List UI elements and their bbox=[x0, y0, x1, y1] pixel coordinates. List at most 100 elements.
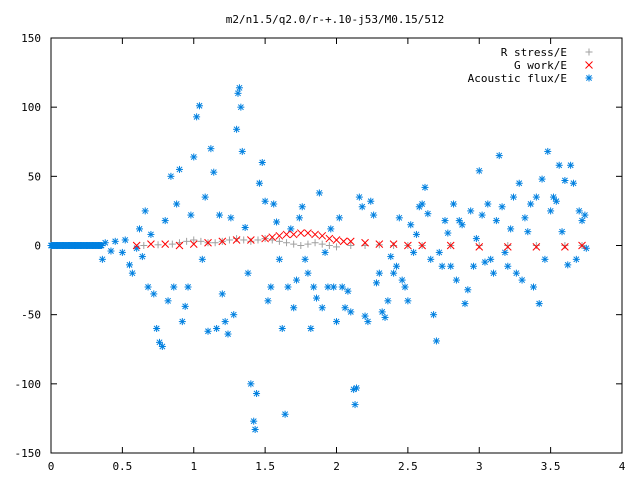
data-point-acoustic-flux-e bbox=[375, 269, 383, 277]
legend-marker bbox=[585, 48, 593, 56]
x-tick-label: 2.5 bbox=[398, 460, 418, 473]
data-point-acoustic-flux-e bbox=[193, 113, 201, 121]
data-point-acoustic-flux-e bbox=[518, 276, 526, 284]
data-point-acoustic-flux-e bbox=[478, 211, 486, 219]
data-point-acoustic-flux-e bbox=[101, 239, 109, 247]
data-point-g-work-e bbox=[318, 231, 327, 240]
data-point-acoustic-flux-e bbox=[170, 283, 178, 291]
data-point-acoustic-flux-e bbox=[230, 311, 238, 319]
x-tick-label: 0 bbox=[48, 460, 55, 473]
data-point-acoustic-flux-e bbox=[575, 207, 583, 215]
data-point-acoustic-flux-e bbox=[444, 229, 452, 237]
data-point-acoustic-flux-e bbox=[578, 217, 586, 225]
data-point-acoustic-flux-e bbox=[524, 228, 532, 236]
data-point-acoustic-flux-e bbox=[98, 255, 106, 263]
data-point-acoustic-flux-e bbox=[467, 207, 475, 215]
data-point-acoustic-flux-e bbox=[255, 179, 263, 187]
data-point-acoustic-flux-e bbox=[515, 179, 523, 187]
data-point-acoustic-flux-e bbox=[284, 283, 292, 291]
data-point-acoustic-flux-e bbox=[427, 255, 435, 263]
data-point-acoustic-flux-e bbox=[347, 308, 355, 316]
data-point-acoustic-flux-e bbox=[147, 230, 155, 238]
data-point-g-work-e bbox=[289, 230, 298, 239]
data-point-acoustic-flux-e bbox=[498, 203, 506, 211]
data-point-acoustic-flux-e bbox=[547, 207, 555, 215]
data-point-acoustic-flux-e bbox=[144, 283, 152, 291]
data-point-acoustic-flux-e bbox=[355, 193, 363, 201]
data-point-r-stress-e bbox=[154, 241, 162, 249]
data-point-acoustic-flux-e bbox=[141, 207, 149, 215]
data-point-g-work-e bbox=[325, 234, 334, 243]
data-point-acoustic-flux-e bbox=[128, 269, 136, 277]
data-point-acoustic-flux-e bbox=[153, 325, 161, 332]
data-point-acoustic-flux-e bbox=[313, 294, 321, 302]
data-point-acoustic-flux-e bbox=[164, 297, 172, 305]
data-point-acoustic-flux-e bbox=[370, 211, 378, 219]
data-point-acoustic-flux-e bbox=[450, 200, 458, 208]
data-point-acoustic-flux-e bbox=[213, 325, 221, 332]
data-point-acoustic-flux-e bbox=[567, 161, 575, 169]
data-point-acoustic-flux-e bbox=[581, 211, 589, 219]
data-point-acoustic-flux-e bbox=[298, 203, 306, 211]
data-point-acoustic-flux-e bbox=[315, 189, 323, 197]
data-point-acoustic-flux-e bbox=[341, 304, 349, 312]
data-point-acoustic-flux-e bbox=[98, 242, 106, 249]
data-point-r-stress-e bbox=[240, 236, 248, 244]
data-point-g-work-e bbox=[275, 231, 284, 240]
data-point-g-work-e bbox=[204, 238, 212, 247]
data-point-r-stress-e bbox=[197, 237, 205, 245]
data-point-g-work-e bbox=[132, 241, 141, 250]
data-point-r-stress-e bbox=[561, 242, 569, 249]
data-point-r-stress-e bbox=[318, 240, 326, 248]
data-point-r-stress-e bbox=[390, 242, 398, 249]
data-point-acoustic-flux-e bbox=[321, 248, 329, 256]
data-point-acoustic-flux-e bbox=[455, 217, 463, 225]
data-point-acoustic-flux-e bbox=[384, 297, 392, 305]
data-point-acoustic-flux-e bbox=[470, 262, 478, 270]
data-point-acoustic-flux-e bbox=[475, 167, 483, 175]
data-point-acoustic-flux-e bbox=[401, 283, 409, 291]
y-tick-label: -100 bbox=[15, 378, 42, 391]
data-point-acoustic-flux-e bbox=[458, 221, 466, 229]
data-point-g-work-e bbox=[232, 236, 241, 244]
data-point-acoustic-flux-e bbox=[138, 253, 146, 261]
data-point-r-stress-e bbox=[168, 240, 176, 248]
data-point-acoustic-flux-e bbox=[344, 287, 352, 295]
data-point-g-work-e bbox=[311, 230, 319, 239]
data-point-acoustic-flux-e bbox=[238, 147, 246, 155]
data-point-acoustic-flux-e bbox=[527, 200, 535, 208]
data-point-acoustic-flux-e bbox=[561, 176, 569, 184]
data-point-acoustic-flux-e bbox=[198, 255, 206, 263]
data-point-acoustic-flux-e bbox=[235, 84, 243, 92]
data-point-acoustic-flux-e bbox=[207, 145, 215, 153]
data-point-acoustic-flux-e bbox=[364, 318, 372, 326]
data-point-acoustic-flux-e bbox=[227, 214, 235, 222]
data-point-acoustic-flux-e bbox=[307, 325, 315, 332]
data-point-acoustic-flux-e bbox=[136, 225, 144, 233]
data-point-acoustic-flux-e bbox=[490, 269, 498, 277]
data-point-g-work-e bbox=[346, 237, 355, 246]
data-point-acoustic-flux-e bbox=[529, 283, 537, 291]
data-point-g-work-e bbox=[147, 240, 155, 248]
data-point-acoustic-flux-e bbox=[412, 230, 420, 238]
data-point-acoustic-flux-e bbox=[481, 258, 489, 266]
data-point-acoustic-flux-e bbox=[358, 203, 366, 211]
data-point-acoustic-flux-e bbox=[572, 255, 580, 263]
data-point-acoustic-flux-e bbox=[421, 183, 429, 191]
data-point-acoustic-flux-e bbox=[258, 159, 266, 166]
data-point-acoustic-flux-e bbox=[352, 384, 360, 392]
plot-axes: 0 0.5 1 1.5 2 2.5 3 3.5 4 150 100 50 0 -50 -100 -150 bbox=[15, 32, 626, 473]
data-point-acoustic-flux-e bbox=[367, 197, 375, 205]
data-point-acoustic-flux-e bbox=[535, 300, 543, 308]
data-point-acoustic-flux-e bbox=[558, 228, 566, 236]
data-point-acoustic-flux-e bbox=[161, 217, 169, 225]
data-point-acoustic-flux-e bbox=[395, 214, 403, 222]
data-point-g-work-e bbox=[304, 229, 312, 237]
data-point-g-work-e bbox=[418, 241, 427, 250]
data-point-acoustic-flux-e bbox=[250, 417, 258, 425]
data-point-acoustic-flux-e bbox=[290, 304, 298, 312]
data-point-acoustic-flux-e bbox=[155, 338, 163, 346]
data-point-acoustic-flux-e bbox=[438, 262, 446, 270]
